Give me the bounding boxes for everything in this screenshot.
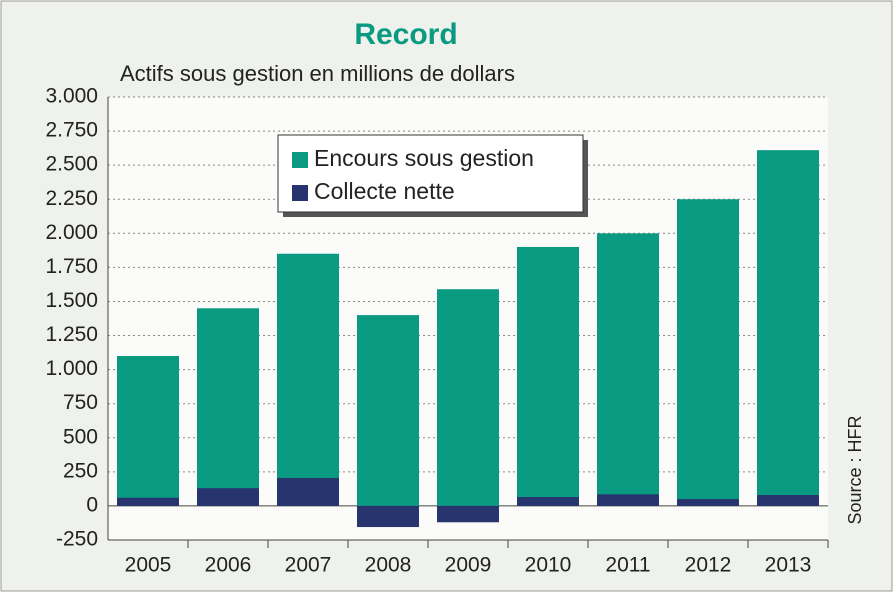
- x-tick-label: 2009: [445, 554, 492, 577]
- bar: [357, 505, 419, 528]
- x-tick-label: 2008: [365, 554, 412, 577]
- y-tick-label: 1.750: [45, 255, 98, 278]
- y-tick-label: 1.250: [45, 323, 98, 346]
- legend-swatch: [292, 185, 308, 201]
- x-tick-label: 2007: [285, 554, 332, 577]
- bar: [357, 315, 419, 506]
- bar: [277, 253, 339, 506]
- y-tick-label: 1.500: [45, 289, 98, 312]
- subtitle: Actifs sous gestion en millions de dolla…: [120, 61, 515, 86]
- y-tick-label: 2.250: [45, 187, 98, 210]
- y-tick-label: 1.000: [45, 357, 98, 380]
- x-tick-label: 2012: [685, 554, 732, 577]
- y-tick-label: 2.750: [45, 119, 98, 142]
- bar: [597, 494, 659, 506]
- bar: [517, 246, 579, 506]
- bar: [277, 477, 339, 506]
- chart-title: Record: [354, 18, 457, 51]
- y-tick-label: -250: [56, 528, 98, 551]
- bar: [677, 199, 739, 506]
- y-tick-label: 250: [63, 459, 98, 482]
- bar: [517, 497, 579, 506]
- bar: [597, 233, 659, 506]
- legend: Encours sous gestion Collecte nette: [277, 134, 588, 217]
- bar: [437, 505, 499, 523]
- y-tick-label: 0: [86, 493, 98, 516]
- x-tick-label: 2011: [605, 554, 650, 577]
- x-tick-label: 2010: [525, 554, 572, 577]
- x-tick-label: 2013: [765, 554, 812, 577]
- bar: [757, 150, 819, 506]
- legend-box: [277, 134, 584, 213]
- bar: [117, 497, 179, 506]
- y-tick-label: 3.000: [45, 85, 98, 108]
- bar: [677, 499, 739, 506]
- source: Source : HFR: [845, 415, 865, 524]
- bar: [757, 495, 819, 506]
- bar: [197, 308, 259, 506]
- legend-label: Encours sous gestion: [314, 145, 534, 171]
- y-tick-label: 500: [63, 425, 98, 448]
- y-tick-label: 2.500: [45, 153, 98, 176]
- x-tick-label: 2006: [205, 554, 252, 577]
- y-tick-label: 2.000: [45, 221, 98, 244]
- bar: [197, 488, 259, 506]
- bar: [437, 289, 499, 506]
- x-tick-label: 2005: [125, 554, 172, 577]
- legend-swatch: [292, 152, 308, 168]
- bar: [117, 355, 179, 506]
- y-tick-label: 750: [63, 391, 98, 414]
- legend-label: Collecte nette: [314, 178, 455, 204]
